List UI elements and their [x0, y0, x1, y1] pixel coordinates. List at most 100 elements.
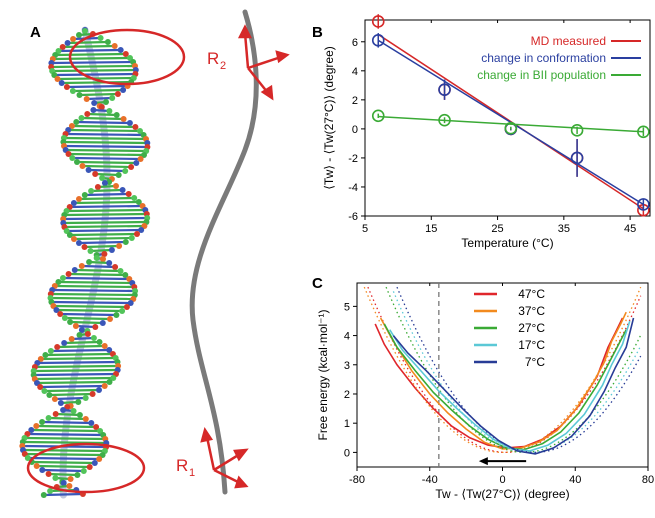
backbone-atom	[93, 424, 100, 430]
backbone-atom	[75, 399, 82, 405]
backbone-atom	[57, 400, 64, 406]
base-pair-rung	[64, 316, 111, 321]
backbone-atom	[79, 163, 86, 169]
backbone-atom	[71, 267, 78, 273]
backbone-atom	[103, 99, 109, 105]
backbone-atom	[98, 104, 105, 110]
legend-label-2: change in BII population	[477, 68, 606, 82]
base-pair-rung	[73, 200, 139, 205]
backbone-atom	[126, 120, 133, 126]
backbone-atom	[134, 231, 140, 237]
backbone-atom	[88, 188, 95, 194]
y-tick-label: 1	[344, 418, 350, 430]
backbone-atom	[114, 91, 121, 97]
backbone-atom	[66, 232, 73, 238]
backbone-atom	[78, 115, 85, 121]
base-pair-rung	[63, 220, 147, 225]
backbone-atom	[112, 264, 119, 270]
fit-line-2	[378, 115, 644, 133]
backbone-atom	[92, 171, 99, 177]
backbone-atom	[91, 460, 98, 466]
base-pair-rung	[75, 324, 96, 329]
backbone-atom	[59, 44, 66, 50]
backbone-atom	[47, 348, 54, 354]
base-pair-rung	[64, 212, 147, 217]
base-pair-rung	[76, 160, 137, 165]
base-pair-rung	[76, 120, 130, 125]
y-tick-label: 6	[352, 37, 358, 49]
base-pair-rung	[68, 128, 141, 133]
backbone-atom	[85, 167, 92, 173]
backbone-atom	[54, 76, 61, 82]
backbone-atom	[66, 204, 73, 210]
backbone-atom	[47, 488, 54, 494]
panel-b-label: B	[312, 24, 323, 41]
legend-label-0: 47°C	[518, 287, 545, 301]
backbone-atom	[71, 236, 77, 242]
base-pair-rung	[48, 472, 78, 477]
backbone-atom	[99, 452, 106, 458]
y-tick-label: -4	[348, 182, 358, 194]
base-pair-rung	[24, 436, 106, 441]
data-point	[570, 124, 584, 137]
base-pair-rung	[22, 440, 107, 445]
backbone-atom	[81, 192, 88, 198]
base-pair-rung	[34, 376, 114, 381]
y-tick-label: 4	[344, 331, 350, 343]
base-pair-rung	[89, 260, 110, 265]
base-pair-rung	[36, 380, 110, 385]
base-pair-rung	[87, 112, 117, 117]
base-pair-rung	[57, 344, 105, 349]
base-pair-rung	[44, 388, 100, 393]
backbone-atom	[125, 191, 132, 197]
backbone-atom	[87, 248, 94, 254]
backbone-atom	[94, 184, 101, 190]
y-tick-label: 0	[352, 124, 358, 136]
base-pair-rung	[97, 184, 117, 189]
backbone-atom	[109, 95, 116, 101]
base-pair-rung	[91, 188, 123, 193]
legend-label-2: 27°C	[518, 321, 545, 335]
base-pair-rung	[31, 460, 95, 465]
y-axis-label: ⟨Tw⟩ - ⟨Tw(27°C)⟩ (degree)	[322, 46, 336, 190]
backbone-atom	[119, 308, 126, 314]
base-pair-rung	[52, 288, 136, 293]
x-tick-label: 0	[499, 474, 505, 486]
y-tick-label: 3	[344, 360, 350, 372]
y-tick-label: 5	[344, 301, 350, 313]
x-tick-label: 40	[569, 474, 581, 486]
backbone-atom	[84, 331, 91, 337]
base-pair-rung	[49, 392, 93, 397]
backbone-atom	[128, 235, 135, 241]
backbone-atom	[42, 352, 49, 358]
backbone-atom	[101, 343, 108, 349]
base-pair-rung	[50, 348, 110, 353]
base-pair-rung	[78, 240, 126, 245]
base-pair-rung	[40, 356, 116, 361]
backbone-atom	[66, 483, 73, 489]
legend-label-4: 7°C	[525, 355, 545, 369]
backbone-atom	[45, 471, 52, 477]
backbone-atom	[107, 316, 113, 322]
backbone-atom	[76, 196, 82, 202]
base-pair-rung	[33, 372, 117, 377]
backbone-atom	[39, 467, 46, 473]
backbone-atom	[82, 28, 88, 34]
fit-dotted-curve-1	[363, 286, 642, 454]
base-pair-rung	[81, 116, 124, 121]
base-pair-rung	[64, 224, 145, 229]
base-pair-rung	[71, 336, 94, 341]
backbone-atom	[68, 336, 75, 342]
backbone-atom	[127, 300, 134, 306]
backbone-atom	[70, 36, 77, 42]
base-pair-rung	[95, 172, 119, 177]
base-pair-rung	[84, 192, 129, 197]
base-pair-rung	[66, 84, 128, 89]
backbone-atom	[72, 323, 79, 329]
y-tick-label: 4	[352, 66, 358, 78]
x-tick-label: 15	[425, 223, 437, 235]
base-pair-rung	[51, 64, 136, 69]
r1-label: R	[176, 456, 188, 475]
panel-b-chart: 5 15 25 35 45 -6 -4 -2 0 2 4 6 Temperature (°C) ⟨Tw⟩ …	[322, 14, 651, 250]
base-pair-rung	[54, 72, 136, 77]
